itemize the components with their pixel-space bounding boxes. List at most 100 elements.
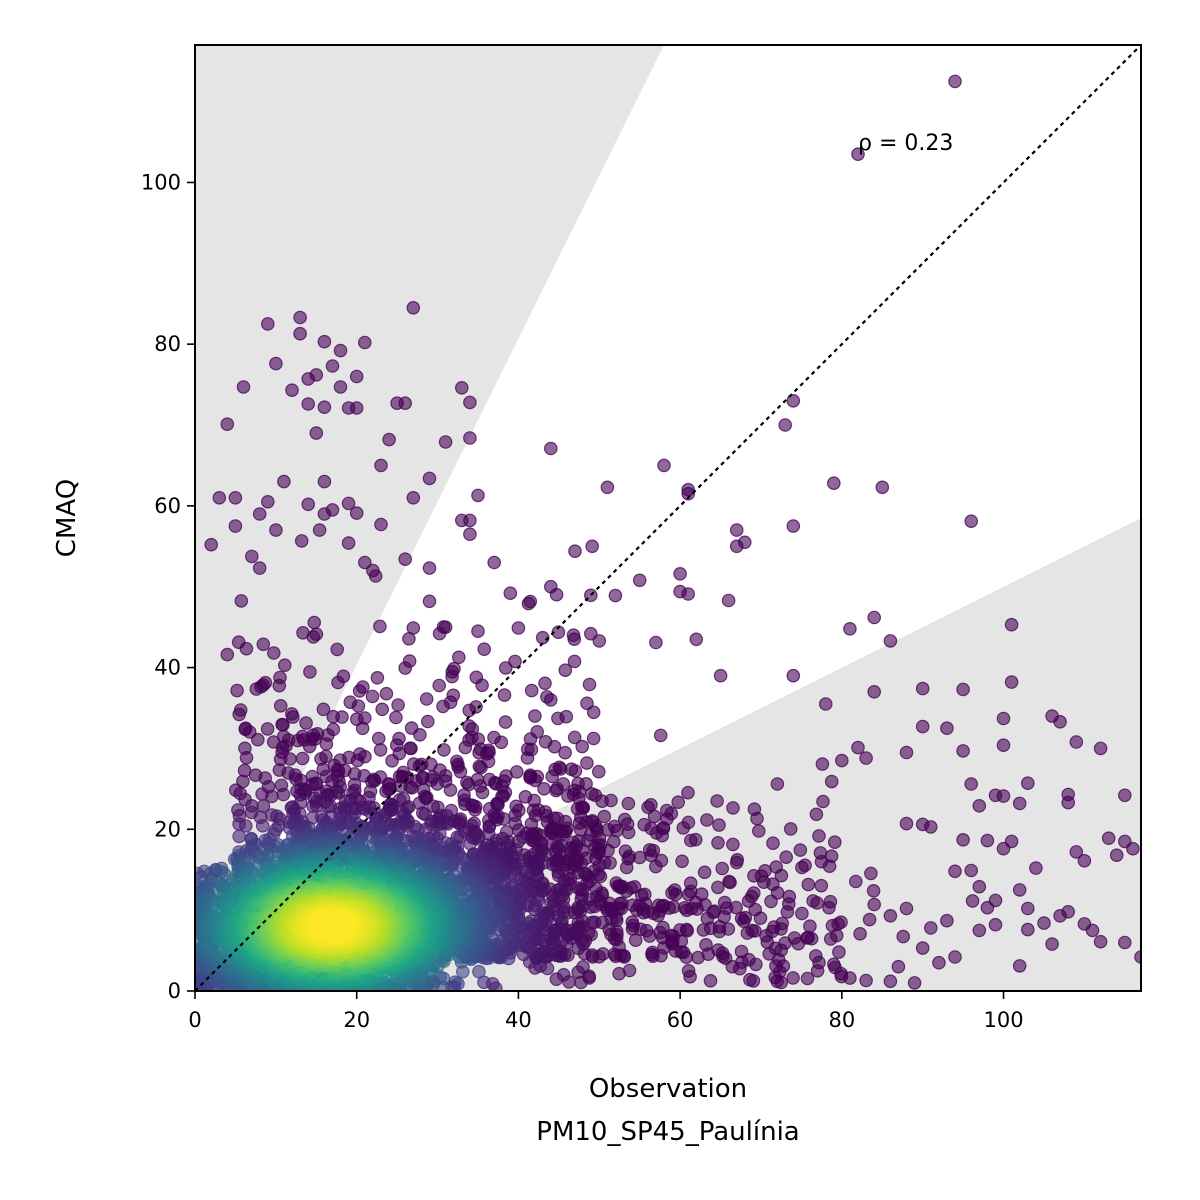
data-point <box>511 621 526 635</box>
data-point <box>458 740 473 755</box>
data-point <box>851 147 865 161</box>
data-point <box>862 912 877 927</box>
data-point <box>808 949 823 963</box>
data-point <box>443 783 458 797</box>
data-point <box>419 692 434 706</box>
data-point <box>256 637 271 652</box>
data-point <box>355 721 370 736</box>
data-point <box>729 539 744 554</box>
data-point <box>786 519 801 533</box>
data-point <box>453 764 468 779</box>
data-point <box>827 835 842 849</box>
data-point <box>307 615 321 630</box>
data-point <box>729 523 744 537</box>
data-point <box>357 335 372 350</box>
data-point <box>795 860 809 875</box>
data-point <box>551 625 566 639</box>
data-point <box>793 843 808 857</box>
data-point <box>357 555 372 570</box>
data-point <box>699 937 713 952</box>
data-point <box>420 714 435 729</box>
scatter-points <box>195 74 1141 991</box>
data-point <box>907 976 922 990</box>
data-point <box>1012 796 1027 811</box>
data-point <box>285 383 299 397</box>
data-point <box>370 670 385 685</box>
data-point <box>260 722 275 736</box>
data-point <box>750 811 764 826</box>
data-point <box>779 850 793 864</box>
data-point <box>1037 916 1051 930</box>
data-point <box>245 549 259 564</box>
data-point <box>239 750 254 765</box>
data-point <box>612 966 626 981</box>
data-point <box>859 751 873 765</box>
data-point <box>1029 861 1043 875</box>
data-point <box>648 859 663 874</box>
data-point <box>671 795 685 809</box>
data-point <box>769 860 783 874</box>
data-point <box>404 741 418 756</box>
data-point <box>286 710 300 724</box>
data-point <box>965 894 980 908</box>
data-point <box>389 710 403 725</box>
data-point <box>538 676 552 691</box>
data-point <box>848 874 863 889</box>
data-point <box>851 740 865 755</box>
data-point <box>899 745 914 760</box>
data-point <box>422 594 437 609</box>
data-point <box>1069 735 1084 749</box>
data-point <box>498 715 513 729</box>
data-point <box>673 566 687 581</box>
data-point <box>721 593 736 608</box>
data-point <box>726 837 740 852</box>
data-point <box>371 731 386 746</box>
data-point <box>547 739 562 754</box>
data-point <box>956 832 970 847</box>
data-point <box>800 971 815 986</box>
data-point <box>923 921 938 935</box>
data-point <box>645 945 660 960</box>
data-point <box>964 777 978 791</box>
data-point <box>582 677 597 692</box>
data-point <box>277 658 292 672</box>
data-point <box>277 474 291 489</box>
data-point <box>697 865 712 880</box>
data-point <box>520 751 535 765</box>
data-point <box>561 789 575 803</box>
data-point <box>681 486 695 501</box>
data-point <box>333 380 348 394</box>
data-point <box>325 359 340 373</box>
data-point <box>1061 904 1075 919</box>
data-point <box>741 894 756 908</box>
data-point <box>814 878 829 893</box>
data-point <box>712 818 726 832</box>
data-point <box>786 971 800 985</box>
data-point <box>1021 776 1035 790</box>
data-point <box>948 950 962 964</box>
data-point <box>809 807 824 822</box>
data-point <box>915 681 930 696</box>
data-point <box>379 784 393 798</box>
data-point <box>537 781 551 796</box>
data-point <box>373 619 387 634</box>
data-point <box>462 703 476 718</box>
data-point <box>1101 831 1116 845</box>
data-point <box>276 787 291 802</box>
data-point <box>437 743 451 757</box>
data-point <box>675 854 689 869</box>
data-point <box>1093 934 1108 949</box>
data-point <box>597 809 612 824</box>
data-point <box>632 573 647 588</box>
data-point <box>891 959 906 974</box>
data-point <box>607 947 622 962</box>
data-point <box>269 523 283 537</box>
data-point <box>803 919 817 933</box>
data-point <box>382 432 396 447</box>
data-point <box>1118 788 1132 803</box>
data-point <box>474 760 488 775</box>
data-point <box>700 911 715 926</box>
data-point <box>503 586 518 600</box>
data-point <box>309 426 324 440</box>
data-point <box>641 800 655 815</box>
